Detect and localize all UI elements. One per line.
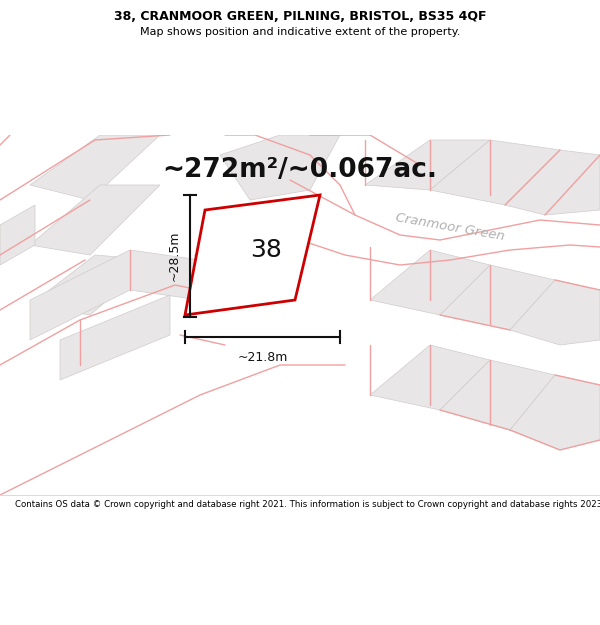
Text: 38, CRANMOOR GREEN, PILNING, BRISTOL, BS35 4QF: 38, CRANMOOR GREEN, PILNING, BRISTOL, BS… (114, 10, 486, 23)
Text: Map shows position and indicative extent of the property.: Map shows position and indicative extent… (140, 27, 460, 37)
Text: ~21.8m: ~21.8m (238, 351, 287, 364)
Text: Cranmoor Green: Cranmoor Green (394, 211, 506, 243)
Polygon shape (505, 150, 600, 215)
Text: Contains OS data © Crown copyright and database right 2021. This information is : Contains OS data © Crown copyright and d… (15, 500, 600, 509)
Polygon shape (365, 140, 490, 190)
Polygon shape (440, 360, 555, 430)
Polygon shape (60, 295, 170, 380)
Polygon shape (430, 140, 560, 205)
Polygon shape (30, 185, 160, 255)
Polygon shape (510, 375, 600, 450)
Polygon shape (0, 205, 35, 265)
Polygon shape (220, 135, 340, 200)
Text: ~272m²/~0.067ac.: ~272m²/~0.067ac. (163, 157, 437, 183)
Polygon shape (30, 135, 160, 200)
Polygon shape (370, 250, 490, 315)
Polygon shape (370, 345, 490, 410)
Polygon shape (30, 250, 200, 340)
Polygon shape (185, 195, 320, 315)
Text: ~28.5m: ~28.5m (167, 231, 181, 281)
Polygon shape (510, 280, 600, 345)
Polygon shape (440, 265, 555, 330)
Text: 38: 38 (250, 238, 282, 262)
Polygon shape (30, 255, 155, 315)
